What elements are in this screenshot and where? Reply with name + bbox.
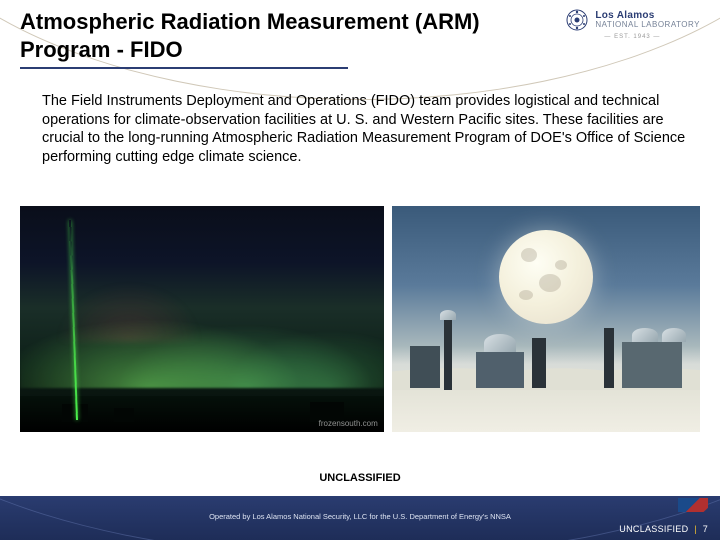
- lanl-sub: NATIONAL LABORATORY: [595, 21, 700, 29]
- lanl-est: — EST. 1943 —: [565, 34, 700, 40]
- body-paragraph: The Field Instruments Deployment and Ope…: [42, 92, 690, 166]
- page-number: 7: [703, 524, 708, 534]
- observatory-illustration: [392, 206, 700, 432]
- title-underline: [20, 67, 348, 69]
- lanl-logo-text: Los Alamos NATIONAL LABORATORY: [595, 11, 700, 29]
- footer-band: Operated by Los Alamos National Security…: [0, 496, 720, 540]
- header: Atmospheric Radiation Measurement (ARM) …: [20, 8, 700, 69]
- page-separator: |: [694, 524, 697, 534]
- classification-label: UNCLASSIFIED: [0, 472, 720, 484]
- footer-pagination: UNCLASSIFIED | 7: [619, 524, 708, 534]
- page-title: Atmospheric Radiation Measurement (ARM) …: [20, 8, 550, 63]
- slide: Atmospheric Radiation Measurement (ARM) …: [0, 0, 720, 540]
- nnsa-logo-icon: [678, 498, 708, 512]
- operated-by-text: Operated by Los Alamos National Security…: [0, 512, 720, 521]
- title-block: Atmospheric Radiation Measurement (ARM) …: [20, 8, 550, 69]
- footer-classification: UNCLASSIFIED: [619, 524, 688, 534]
- lanl-logo-icon: [565, 8, 589, 32]
- nnsa-logo: [678, 498, 708, 512]
- aurora-illustration: frozensouth.com: [20, 206, 384, 432]
- image-observatory: [392, 206, 700, 432]
- image-watermark: frozensouth.com: [319, 419, 378, 428]
- moon-icon: [499, 230, 593, 324]
- lanl-logo: Los Alamos NATIONAL LABORATORY — EST. 19…: [565, 8, 700, 40]
- image-row: frozensouth.com: [20, 206, 700, 432]
- image-aurora: frozensouth.com: [20, 206, 384, 432]
